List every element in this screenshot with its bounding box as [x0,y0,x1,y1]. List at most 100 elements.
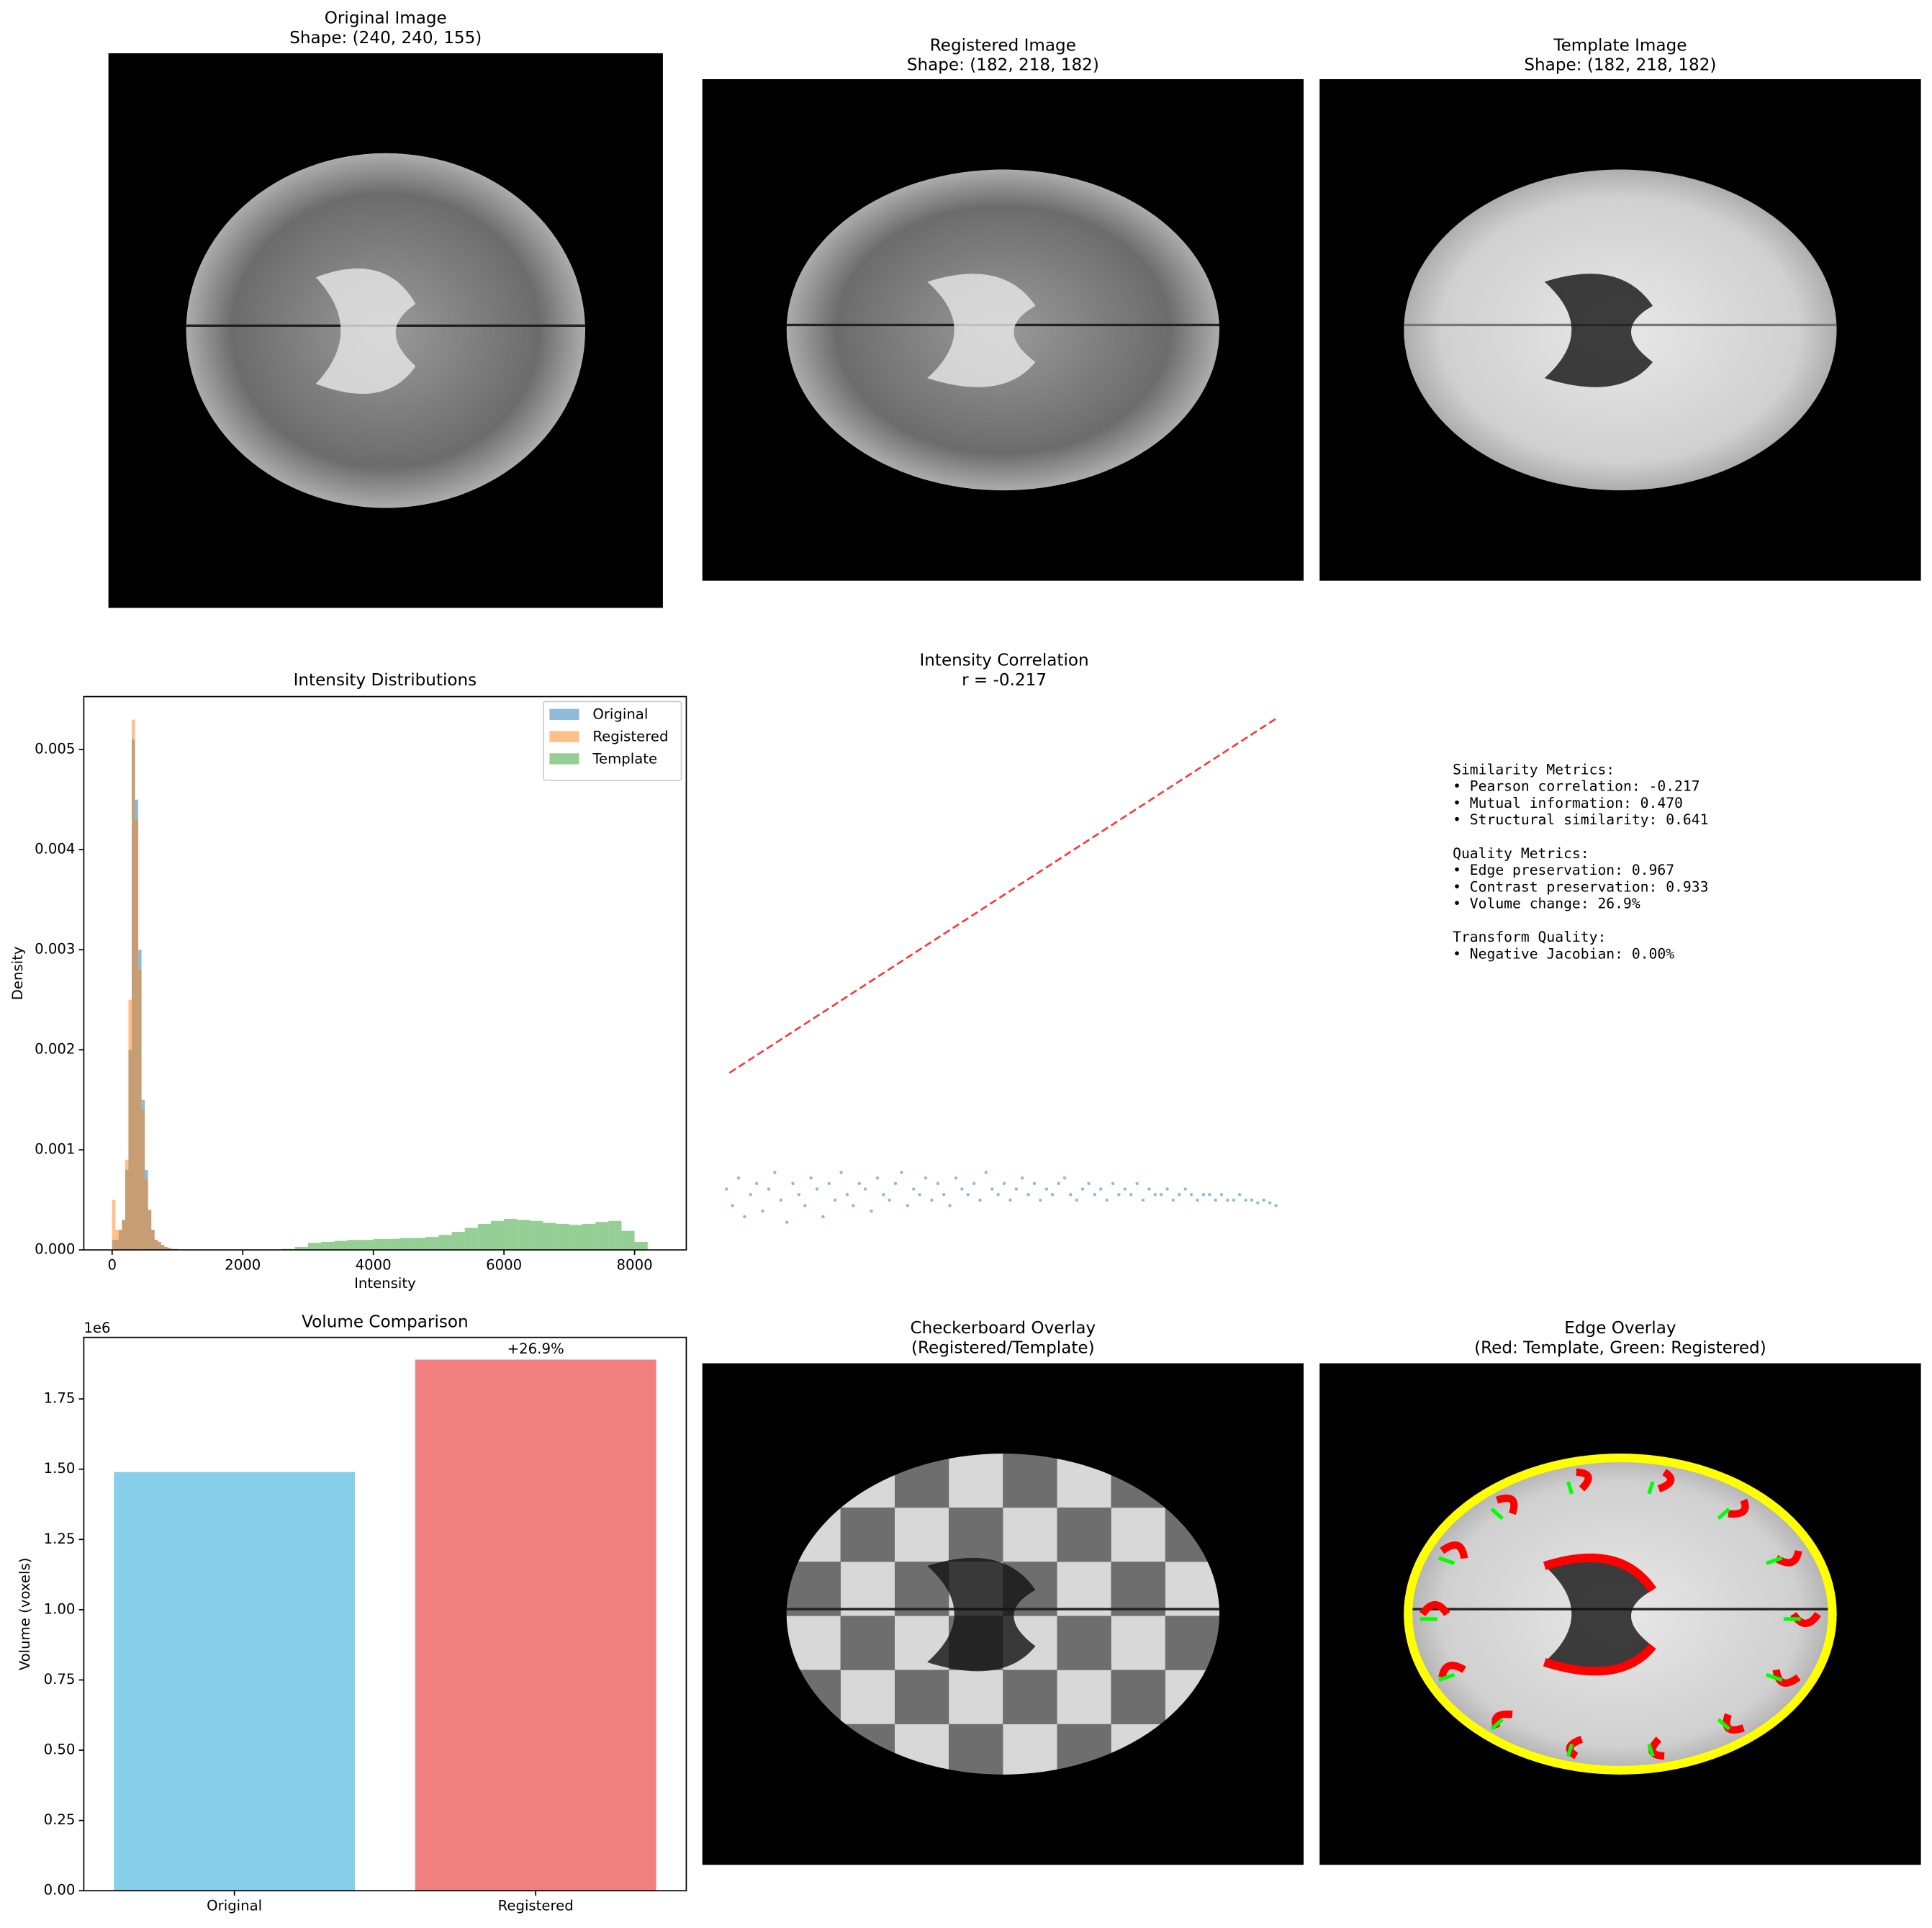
scatter-point [1244,1198,1247,1202]
edge-red [1657,1469,1675,1492]
hist-bar [321,1242,335,1251]
bar [114,1472,356,1891]
edge-red [1790,1611,1821,1627]
edge-outline [1404,1454,1837,1775]
scatter-point [845,1193,849,1197]
checker-cell [1003,1886,1057,1928]
scatter-point [815,1187,819,1191]
checker-cell [840,1562,895,1616]
edge-red [1495,1494,1518,1515]
ventricle [1544,274,1653,387]
hist-bar [530,1220,543,1251]
x-tick-label: 8000 [617,1257,653,1274]
scatter-point [1219,1193,1224,1197]
y-tick-label: 1.00 [44,1600,76,1617]
checker-cell [1057,1670,1111,1724]
hist-bar [148,1209,152,1251]
scatter-point [821,1215,825,1219]
edge-green [1566,1743,1574,1757]
scatter-point [990,1187,994,1191]
scatter-point [725,1187,728,1191]
x-tick-label: Original [207,1898,262,1914]
scatter-point [1201,1193,1206,1197]
checker-cell [1111,1616,1165,1670]
checker-cell [1165,1886,1219,1928]
checker-cell [894,1670,949,1724]
y-tick-label: 0.004 [35,841,75,857]
scatter-point [749,1193,753,1197]
scatter-point [893,1181,898,1186]
scatter-point [1069,1193,1073,1197]
scatter-point [803,1204,807,1207]
hist-bar [582,1223,596,1251]
x-tick-label: 4000 [356,1257,392,1274]
x-axis-label: Intensity [354,1275,416,1292]
scatter-point [1075,1198,1078,1202]
hist-bar [151,1230,155,1251]
hist-bar [307,1243,322,1251]
checker-cell [894,1508,949,1562]
scatter-point [1189,1193,1193,1197]
hist-bar [556,1223,569,1251]
fit-line [728,718,1277,1074]
y-tick-label: 1.50 [44,1460,76,1477]
metrics-item: • Edge preservation: 0.967 [1453,862,1674,878]
panel-title: Intensity Correlation [919,651,1088,670]
y-tick-label: 0.005 [35,741,75,757]
scatter-point [1165,1187,1169,1191]
hist-bar [621,1230,635,1251]
scatter-point [1274,1204,1278,1207]
scatter-point [809,1176,813,1180]
scatter-point [972,1181,976,1186]
metrics-item: • Mutual information: 0.470 [1453,795,1683,811]
edge-green [1647,1481,1655,1495]
x-tick-label: 6000 [486,1257,522,1274]
checker-cell [1057,1562,1111,1616]
bar [415,1359,656,1891]
scatter-point [978,1198,982,1202]
y-tick-label: 0.75 [44,1671,76,1688]
scatter-point [731,1204,734,1207]
metrics-item: • Contrast preservation: 0.933 [1453,878,1708,895]
y-tick-label: 1.25 [44,1531,76,1547]
legend-label: Registered [592,729,668,745]
metrics-item: • Volume change: 26.9% [1453,896,1640,912]
edge-red [1772,1669,1801,1687]
brain [1404,169,1837,491]
hist-bar [360,1240,374,1251]
brain [786,169,1220,491]
panel-subtitle: r = -0.217 [962,671,1047,690]
ventricle [927,274,1036,387]
scatter-point [984,1171,988,1174]
checker-cell [1003,1454,1057,1508]
legend-swatch [549,731,579,742]
y-tick-label: 1.75 [44,1390,76,1407]
edge-green [1766,1672,1783,1683]
scatter-point [948,1204,952,1207]
ventricle [1544,1557,1653,1672]
edge-green [1438,1672,1455,1683]
scatter-point [888,1198,891,1202]
scatter-point [870,1209,873,1213]
hist-bar [608,1220,622,1251]
checker-cell [1003,1670,1057,1724]
checker-cell [1219,1886,1273,1928]
scatter-point [1021,1176,1024,1180]
edge-red [1440,1541,1468,1559]
checker-cell [840,1670,895,1724]
scatter-point [827,1181,831,1186]
edge-green [1490,1718,1504,1731]
hist-bar [438,1235,452,1251]
scatter-point [1080,1187,1085,1191]
checker-cell [1003,1508,1057,1562]
scatter-point [906,1204,910,1207]
edge-green [1438,1556,1455,1565]
checker-cell [786,1562,841,1616]
metrics-heading: Quality Metrics: [1453,845,1589,862]
axes-frame [83,1336,687,1892]
y-tick-label: 0.003 [35,941,75,958]
scatter-point [936,1181,940,1186]
panel-title: Registered Image [930,36,1076,55]
checker-cell [1057,1508,1111,1562]
